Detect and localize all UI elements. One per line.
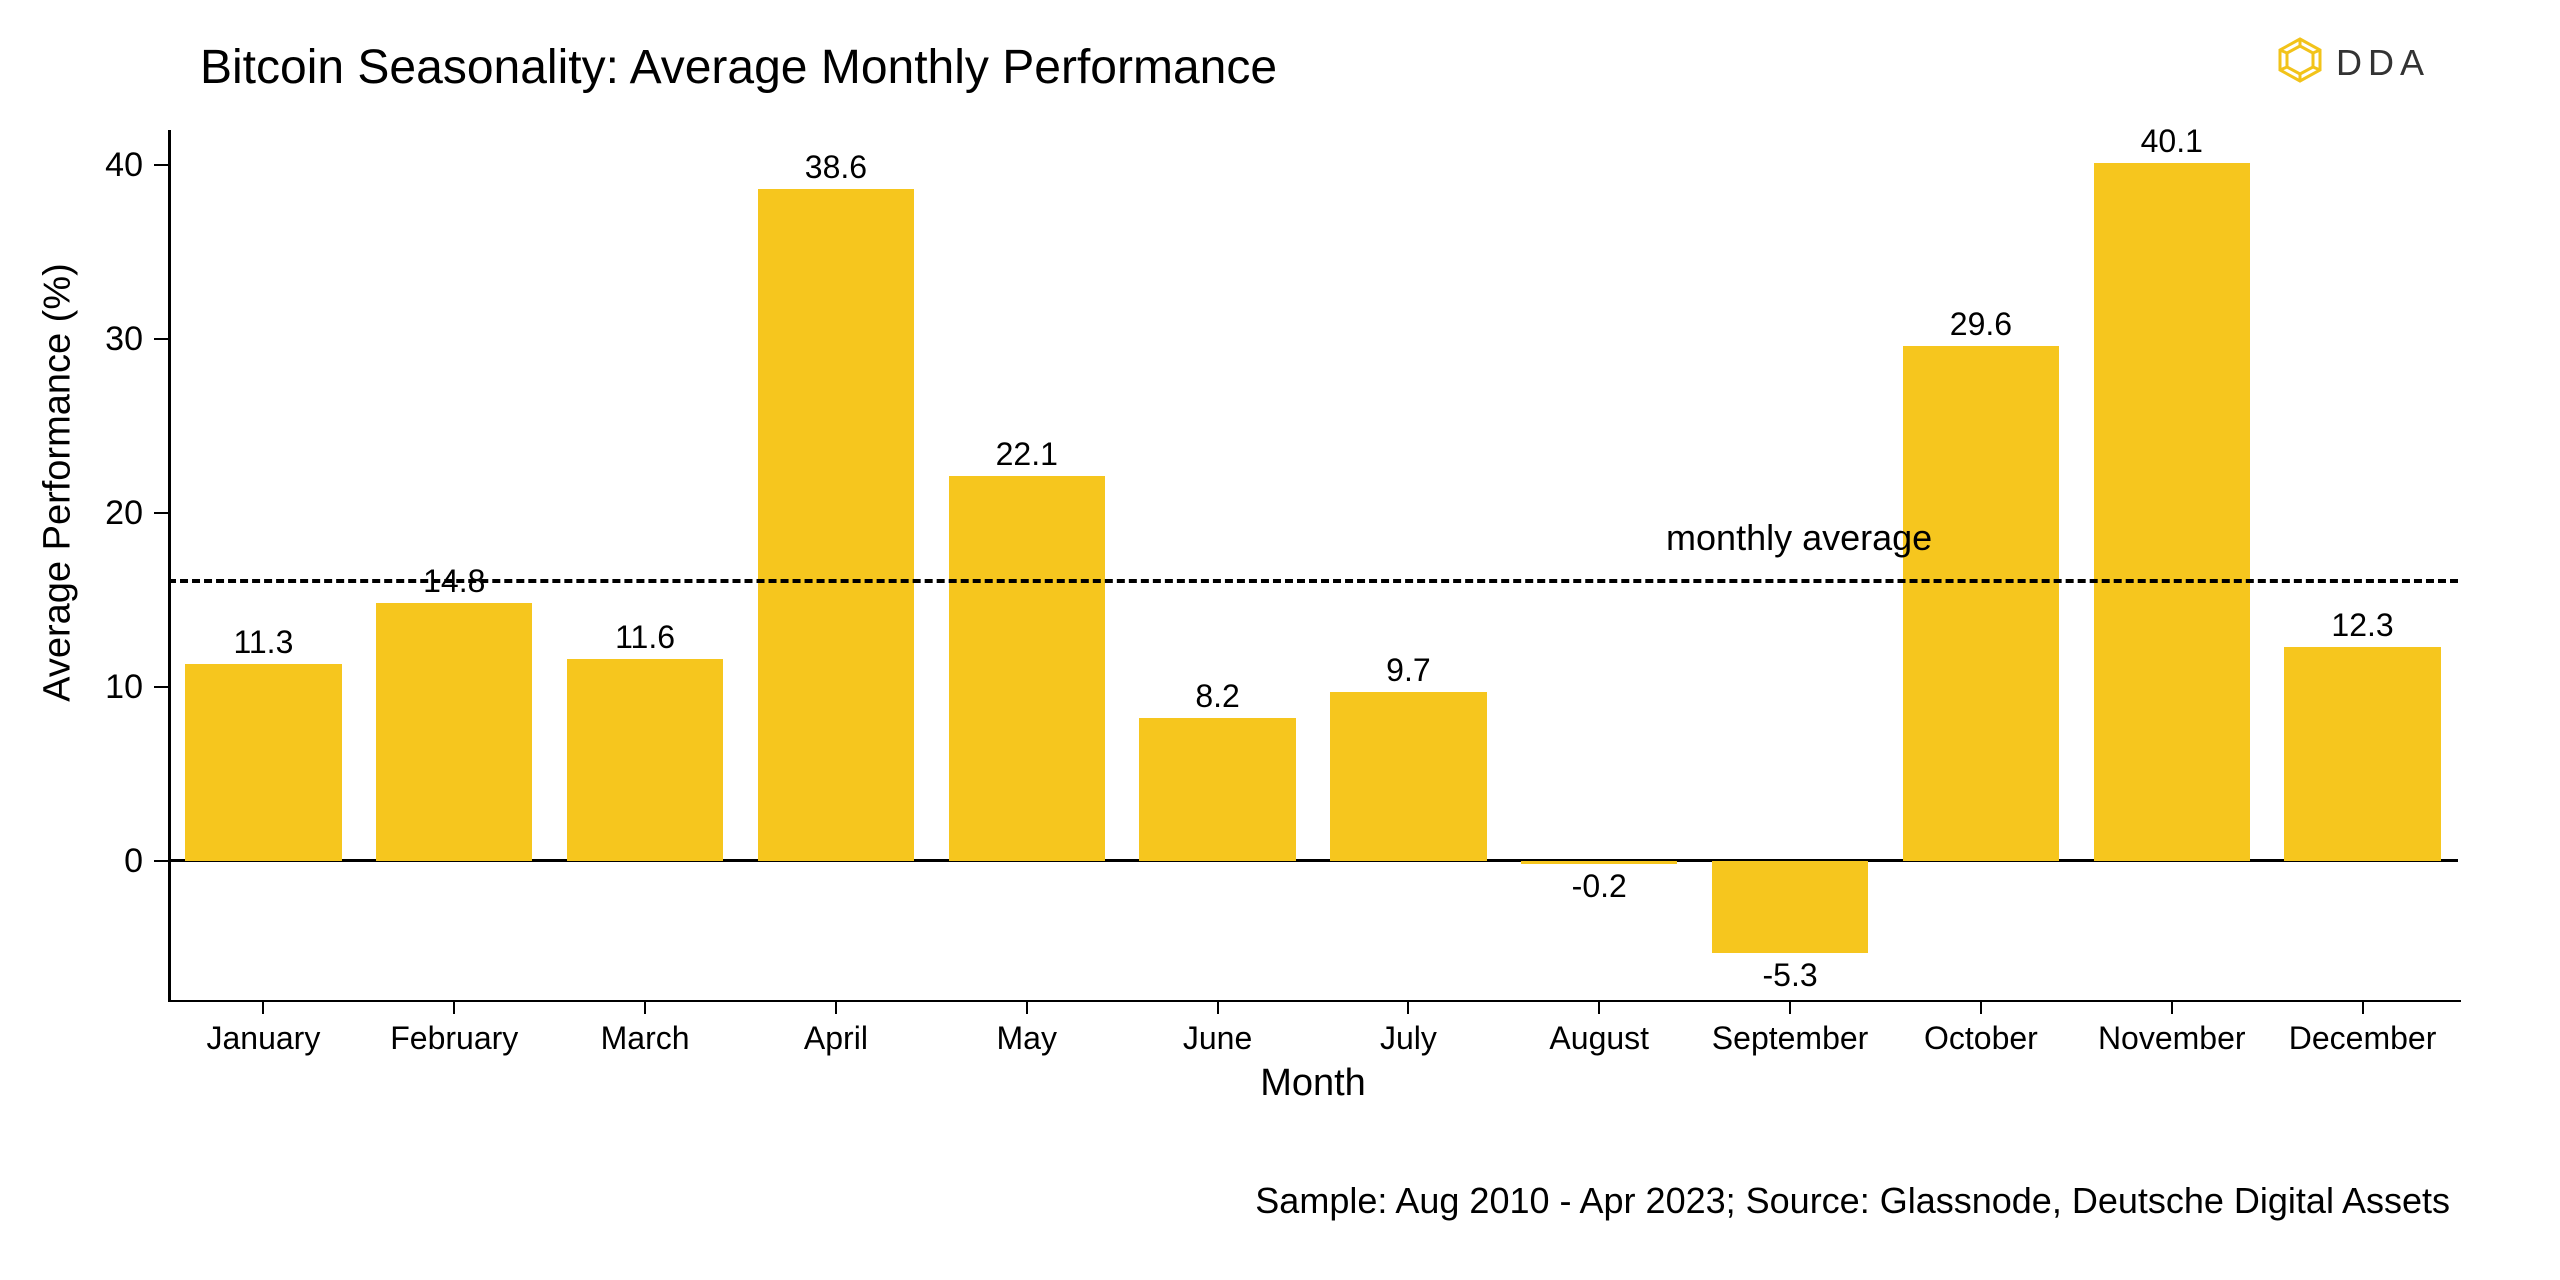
bar xyxy=(1330,692,1486,861)
x-tick-label: May xyxy=(931,1020,1122,1057)
chart-title: Bitcoin Seasonality: Average Monthly Per… xyxy=(200,40,1277,95)
chart-caption: Sample: Aug 2010 - Apr 2023; Source: Gla… xyxy=(1255,1180,2450,1222)
x-tick-label: April xyxy=(741,1020,932,1057)
bar-value-label: 11.6 xyxy=(550,619,741,656)
chart-container: Bitcoin Seasonality: Average Monthly Per… xyxy=(0,0,2560,1280)
x-tick xyxy=(2171,1000,2173,1014)
x-tick-label: February xyxy=(359,1020,550,1057)
bar xyxy=(567,659,723,861)
bar xyxy=(2094,163,2250,861)
x-tick xyxy=(1407,1000,1409,1014)
bar xyxy=(376,603,532,861)
y-tick-label: 30 xyxy=(83,320,143,359)
bar xyxy=(758,189,914,861)
monthly-average-label: monthly average xyxy=(1666,517,1932,559)
y-tick xyxy=(154,512,168,514)
x-tick xyxy=(644,1000,646,1014)
bar xyxy=(949,476,1105,861)
logo-area: DDA xyxy=(2276,36,2430,89)
bar xyxy=(185,664,341,861)
bar-value-label: 8.2 xyxy=(1122,678,1313,715)
x-tick-label: September xyxy=(1695,1020,1886,1057)
y-axis-label: Average Performance (%) xyxy=(37,232,80,732)
y-tick-label: 10 xyxy=(83,668,143,707)
dda-logo-icon xyxy=(2276,36,2324,89)
x-tick xyxy=(1026,1000,1028,1014)
monthly-average-line xyxy=(168,579,2458,583)
x-tick xyxy=(1598,1000,1600,1014)
bar xyxy=(1139,718,1295,861)
x-tick-label: July xyxy=(1313,1020,1504,1057)
logo-text: DDA xyxy=(2336,42,2430,84)
x-tick xyxy=(1217,1000,1219,1014)
bar-value-label: 9.7 xyxy=(1313,652,1504,689)
y-tick-label: 0 xyxy=(83,842,143,881)
y-tick xyxy=(154,338,168,340)
x-tick-label: August xyxy=(1504,1020,1695,1057)
bar-value-label: 11.3 xyxy=(168,624,359,661)
bar xyxy=(2284,647,2440,861)
y-tick-label: 20 xyxy=(83,494,143,533)
bar-value-label: 22.1 xyxy=(931,436,1122,473)
x-tick-label: November xyxy=(2076,1020,2267,1057)
bar xyxy=(1903,346,2059,861)
bar-value-label: 29.6 xyxy=(1886,306,2077,343)
x-tick xyxy=(1980,1000,1982,1014)
bar-value-label: 38.6 xyxy=(741,149,932,186)
x-tick xyxy=(262,1000,264,1014)
x-tick-label: December xyxy=(2267,1020,2458,1057)
bar-value-label: -5.3 xyxy=(1695,957,1886,994)
x-tick xyxy=(2362,1000,2364,1014)
x-tick xyxy=(835,1000,837,1014)
x-tick-label: January xyxy=(168,1020,359,1057)
x-tick-label: October xyxy=(1886,1020,2077,1057)
y-tick xyxy=(154,686,168,688)
bar-value-label: 40.1 xyxy=(2076,123,2267,160)
x-axis-label: Month xyxy=(1163,1062,1463,1105)
x-tick xyxy=(1789,1000,1791,1014)
y-tick-label: 40 xyxy=(83,146,143,185)
bar-value-label: -0.2 xyxy=(1504,868,1695,905)
bar xyxy=(1712,861,1868,953)
x-tick-label: June xyxy=(1122,1020,1313,1057)
y-tick xyxy=(154,860,168,862)
y-tick xyxy=(154,164,168,166)
bar xyxy=(1521,861,1677,864)
bar-value-label: 12.3 xyxy=(2267,607,2458,644)
x-tick xyxy=(453,1000,455,1014)
x-tick-label: March xyxy=(550,1020,741,1057)
